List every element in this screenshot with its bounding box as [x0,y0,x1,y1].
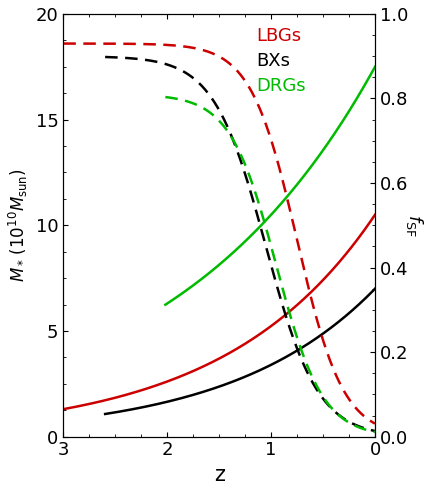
Text: LBGs: LBGs [257,27,302,45]
Y-axis label: $f_{\rm SF}$: $f_{\rm SF}$ [404,214,425,237]
Text: BXs: BXs [257,52,291,70]
Y-axis label: $M_*\,(10^{10}M_{\rm sun})$: $M_*\,(10^{10}M_{\rm sun})$ [7,168,30,282]
Text: DRGs: DRGs [257,77,306,95]
X-axis label: z: z [214,465,225,485]
